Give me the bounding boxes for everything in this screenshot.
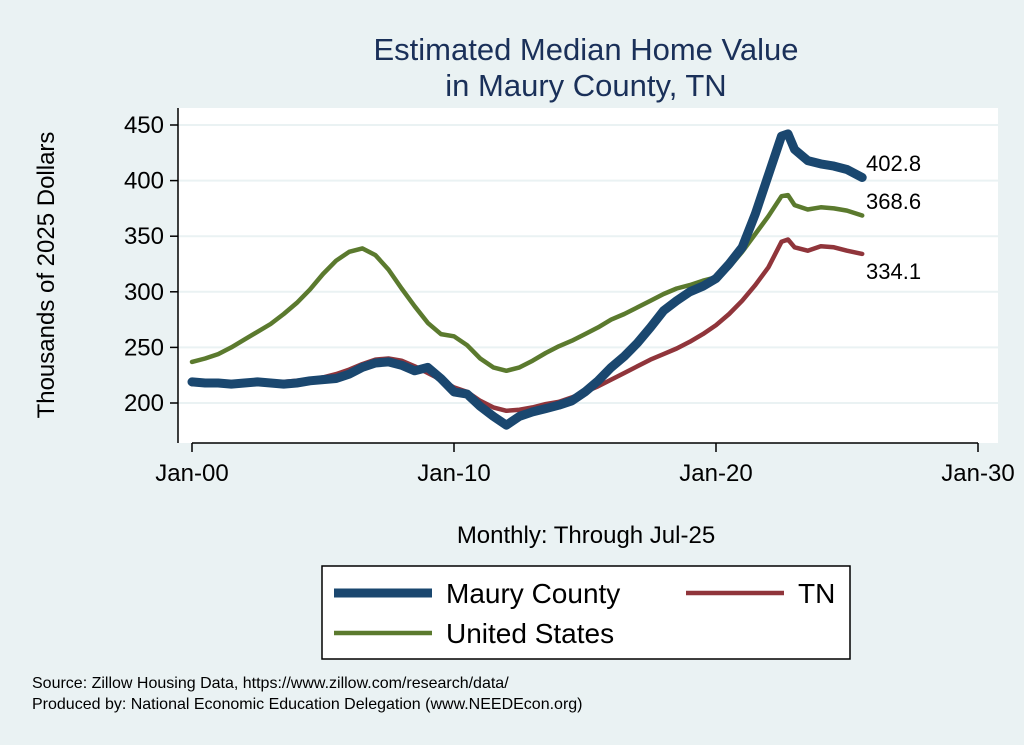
legend-label: Maury County <box>446 578 620 609</box>
series-lines <box>187 129 867 430</box>
end-label-tn: 334.1 <box>866 259 921 284</box>
y-tick-label: 400 <box>124 168 164 195</box>
chart-title-line-1: Estimated Median Home Value <box>373 32 798 67</box>
producer-note: Produced by: National Economic Education… <box>32 696 583 713</box>
legend-label: United States <box>446 618 614 649</box>
x-tick-label: Jan-10 <box>417 460 490 487</box>
x-axis: Jan-00 Jan-10 Jan-20 Jan-30 <box>155 442 1015 487</box>
end-label-maury-county: 402.8 <box>866 151 921 176</box>
y-tick-label: 450 <box>124 112 164 139</box>
series-line-maury-county <box>187 129 867 430</box>
series-line-united-states <box>189 192 865 374</box>
x-tick-label: Jan-00 <box>155 460 228 487</box>
y-tick-label: 200 <box>124 390 164 417</box>
y-axis: 200 250 300 350 400 450 <box>124 108 179 443</box>
x-axis-title: Monthly: Through Jul-25 <box>457 522 715 549</box>
y-tick-label: 250 <box>124 334 164 361</box>
end-labels: 402.8 368.6 334.1 <box>866 151 921 284</box>
legend-label: TN <box>798 578 835 609</box>
legend-box <box>321 565 851 660</box>
legend: Maury County TN United States <box>334 578 835 649</box>
x-tick-label: Jan-20 <box>679 460 752 487</box>
y-axis-title: Thousands of 2025 Dollars <box>33 132 60 419</box>
y-tick-label: 300 <box>124 279 164 306</box>
chart-title-line-2: in Maury County, TN <box>445 68 726 103</box>
source-note: Source: Zillow Housing Data, https://www… <box>32 675 509 692</box>
gridlines <box>178 124 998 404</box>
x-tick-label: Jan-30 <box>941 460 1014 487</box>
y-tick-label: 350 <box>124 223 164 250</box>
end-label-united-states: 368.6 <box>866 189 921 214</box>
